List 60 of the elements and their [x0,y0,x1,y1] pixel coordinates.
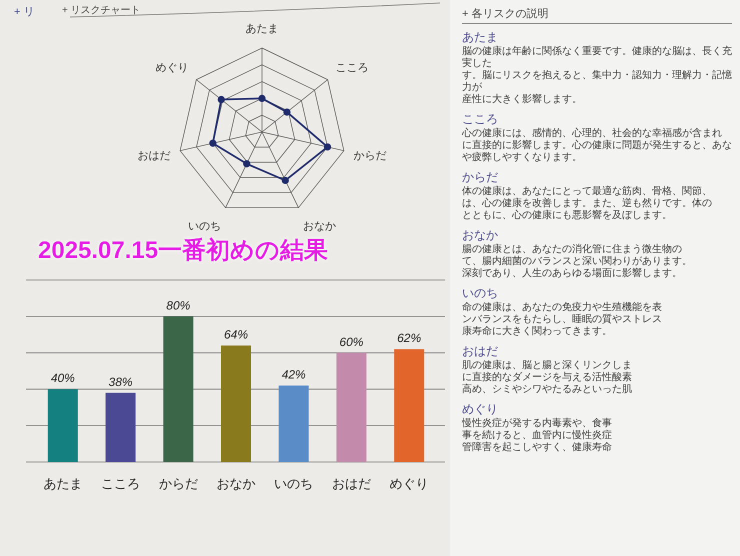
text: 体の健康は、あなたにとって最適な筋肉、骨格、関節、 [462,186,713,198]
data-label: 38% [108,374,133,389]
text: いのち [462,285,499,302]
text: とともに、心の健康にも悪影響を及ぼします。 [462,210,673,222]
text: に直接的なダメージを与える活性酸素 [462,372,633,384]
data-label: 64% [224,328,248,342]
text: + リ [14,6,34,18]
text: 管障害を起こしやすく、健康寿命 [462,442,613,454]
data-label: 42% [282,368,306,382]
data-label: 60% [339,334,364,349]
bar [163,316,194,462]
bar [220,346,252,462]
text: す。脳にリスクを抱えると、集中力・認知力・理解力・記憶力が [462,70,732,94]
text: 産性に大きく影響します。 [462,94,583,106]
data-label: 80% [166,298,191,312]
text: は、心の健康を改善します。また、逆も然りです。体の [462,198,713,210]
x-tick-label: からだ [158,476,198,491]
bar [278,386,309,462]
text: 事を続けると、血管内に慢性炎症 [462,430,613,442]
bar [336,352,366,462]
text: 命の健康は、あなたの免疫力や生殖機能を表 [462,302,663,314]
bar [48,389,78,462]
text: 康寿命に大きく関わってきます。 [462,326,613,338]
x-tick-label: めぐり [390,476,429,491]
x-tick-label: あたま [43,476,82,491]
x-tick-label: いのち [274,476,314,491]
x-tick-label: おなか [216,476,256,491]
text: 深刻であり、人生のあらゆる場面に影響します。 [462,268,683,280]
x-tick-label: おはだ [332,476,371,491]
spoke-label: めぐり [156,62,189,74]
chart-title: 2025.07.15一番初めの結果 [38,237,328,264]
text: 脳の健康は年齢に関係なく重要です。健康的な脳は、長く充実した [462,46,732,70]
text: 高め、シミやシワやたるみといった肌 [462,384,633,396]
text: 腸の健康とは、あなたの消化管に住まう微生物の [462,244,683,256]
spoke-label: あたま [246,23,278,35]
chart-title: + リスクチャート [62,5,141,16]
spoke-label: こころ [335,62,368,74]
text: あたま [462,29,499,46]
text: 心の健康には、感情的、心理的、社会的な幸福感が含まれ [462,128,723,140]
text: おはだ [462,343,499,360]
text: に直接的に影響します。心の健康に問題が発生すると、あな [462,140,732,152]
bar [106,392,136,462]
bar [394,349,424,462]
data-label: 62% [397,331,422,346]
text: こころ [462,111,499,128]
text: おなか [462,227,499,244]
text: 肌の健康は、脳と腸と深くリンクしま [462,360,633,372]
x-tick-label: こころ [101,476,140,491]
spoke-label: おはだ [137,150,170,162]
spoke-label: おなか [302,220,336,233]
text: ンバランスをもたらし、睡眠の質やストレス [462,314,663,326]
spoke-label: いのち [188,220,222,233]
text: + 各リスクの説明 [462,6,732,24]
text: めぐり [462,401,499,418]
text: からだ [462,169,499,186]
text: 慢性炎症が発する内毒素や、食事 [462,418,613,430]
text: て、腸内細菌のバランスと深い関わりがあります。 [462,256,693,268]
text: や疲弊しやすくなります。 [462,152,583,164]
spoke-label: からだ [354,150,387,162]
data-label: 40% [50,371,76,386]
